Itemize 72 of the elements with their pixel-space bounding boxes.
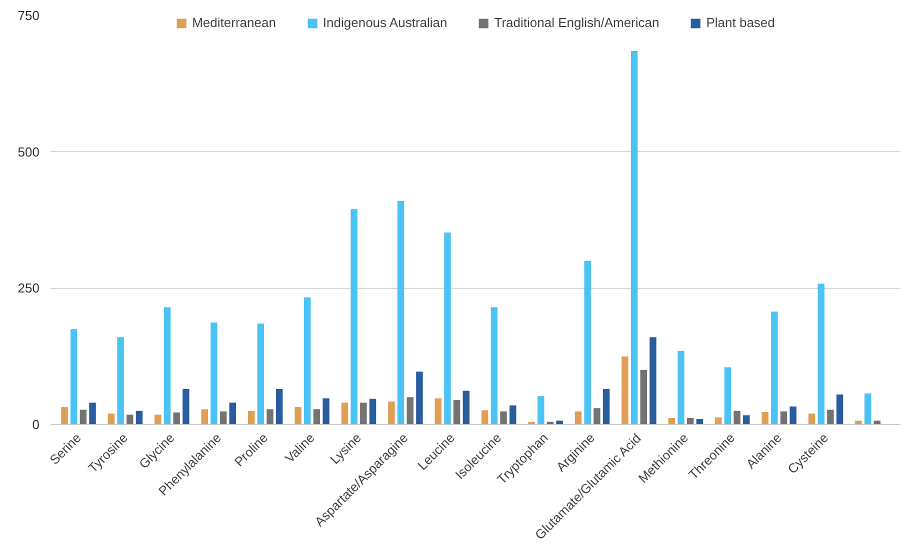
bar xyxy=(154,414,162,424)
bar xyxy=(724,367,732,424)
bar xyxy=(136,410,143,424)
bar xyxy=(827,410,834,424)
bar xyxy=(248,410,255,424)
bar xyxy=(126,414,134,424)
bar xyxy=(89,402,96,424)
legend-label: Traditional English/American xyxy=(494,15,660,30)
bar xyxy=(462,390,470,424)
bar xyxy=(818,284,824,424)
bar xyxy=(762,412,768,424)
bar xyxy=(780,411,788,424)
bar xyxy=(574,411,582,424)
legend-label: Indigenous Australian xyxy=(322,15,448,30)
bar xyxy=(220,411,227,424)
bar xyxy=(864,393,872,424)
bar xyxy=(360,402,367,424)
legend-label: Plant based xyxy=(706,15,775,30)
bar xyxy=(855,420,862,424)
bar xyxy=(294,407,302,424)
bar xyxy=(182,389,190,424)
bar xyxy=(678,350,684,424)
bar xyxy=(173,412,180,424)
bar xyxy=(622,356,628,424)
bar xyxy=(164,307,171,424)
bar xyxy=(201,409,208,424)
bar xyxy=(594,408,600,424)
bar xyxy=(108,414,115,424)
bar xyxy=(556,420,563,424)
bar xyxy=(490,307,498,424)
y-tick-label: 250 xyxy=(18,280,40,296)
bar xyxy=(808,414,816,424)
bar xyxy=(388,402,395,424)
bar xyxy=(70,329,78,424)
bar xyxy=(481,410,488,424)
bar xyxy=(790,406,796,424)
bar xyxy=(584,260,591,424)
bar xyxy=(734,410,740,424)
bar xyxy=(229,402,236,424)
bar xyxy=(322,398,330,424)
bar xyxy=(117,337,124,424)
bar xyxy=(416,372,423,424)
bar xyxy=(350,209,358,424)
y-tick-label: 500 xyxy=(18,144,40,160)
bar xyxy=(836,394,844,424)
bar xyxy=(602,389,610,424)
bar xyxy=(369,398,376,424)
bar xyxy=(453,400,460,424)
bar xyxy=(61,407,68,424)
bar xyxy=(510,405,516,424)
bar xyxy=(210,322,218,424)
bar xyxy=(80,410,87,424)
bar xyxy=(444,232,451,424)
bar xyxy=(434,398,442,424)
y-tick-label: 0 xyxy=(32,417,40,432)
bar xyxy=(650,337,656,424)
bar xyxy=(500,411,507,424)
bar xyxy=(266,409,274,424)
bar xyxy=(538,396,544,424)
bar xyxy=(406,397,414,424)
y-tick-label: 750 xyxy=(18,8,40,23)
bar xyxy=(257,324,264,424)
bar xyxy=(397,200,404,424)
bar xyxy=(304,297,311,424)
bar xyxy=(313,409,320,424)
bar xyxy=(771,312,778,424)
bar xyxy=(341,402,348,424)
bar xyxy=(276,389,283,424)
legend-label: Mediterranean xyxy=(192,15,276,30)
bar xyxy=(640,370,647,424)
bar xyxy=(743,415,750,424)
bar xyxy=(630,50,638,424)
